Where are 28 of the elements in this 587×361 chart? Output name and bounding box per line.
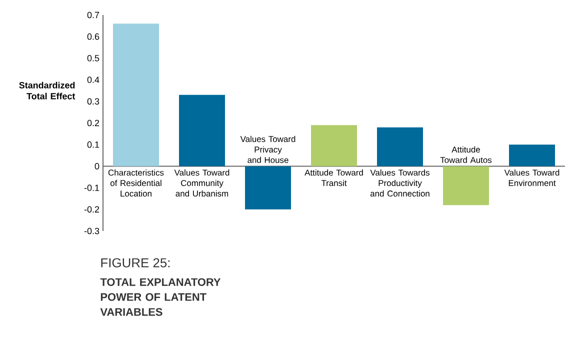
x-tick-label: Values Toward Privacy and House [240,136,296,163]
x-tick-label: Attitude Toward Transit [304,169,363,186]
y-tick-label: 0.3 [87,98,100,105]
bar [311,125,358,166]
bar [509,144,555,166]
y-tick-label: 0.2 [87,120,100,126]
y-tick-label: 0.7 [87,12,100,18]
y-tick-label: -0.2 [84,206,100,213]
y-tick-label: 0.6 [87,33,100,40]
x-tick-label: Values Toward Community and Urbanism [174,169,230,197]
bar [179,94,226,166]
y-tick-label: -0.3 [84,228,100,234]
y-tick-label: -0.1 [84,184,100,191]
text: TOTAL EXPLANATORY POWER OF LATENT VARIABLES [100,278,221,316]
y-tick-label: 0.4 [87,76,100,83]
caption: FIGURE 25: [101,258,170,268]
bar [377,127,423,166]
bar [245,166,292,210]
y-axis-title: Standardized Total Effect [19,82,76,100]
y-tick-label: 0.1 [87,141,100,148]
x-tick-label: Values Towards Productivity and Connection [370,169,430,197]
bar [443,166,489,206]
y-tick-label: 0.5 [87,55,100,62]
x-tick-label: Characteristics of Residential Location [108,169,164,197]
x-tick-label: Attitude Toward Autos [440,146,492,163]
bar [113,24,160,166]
x-tick-label: Values Toward Environment [504,169,560,186]
y-tick-label: 0 [94,163,100,170]
